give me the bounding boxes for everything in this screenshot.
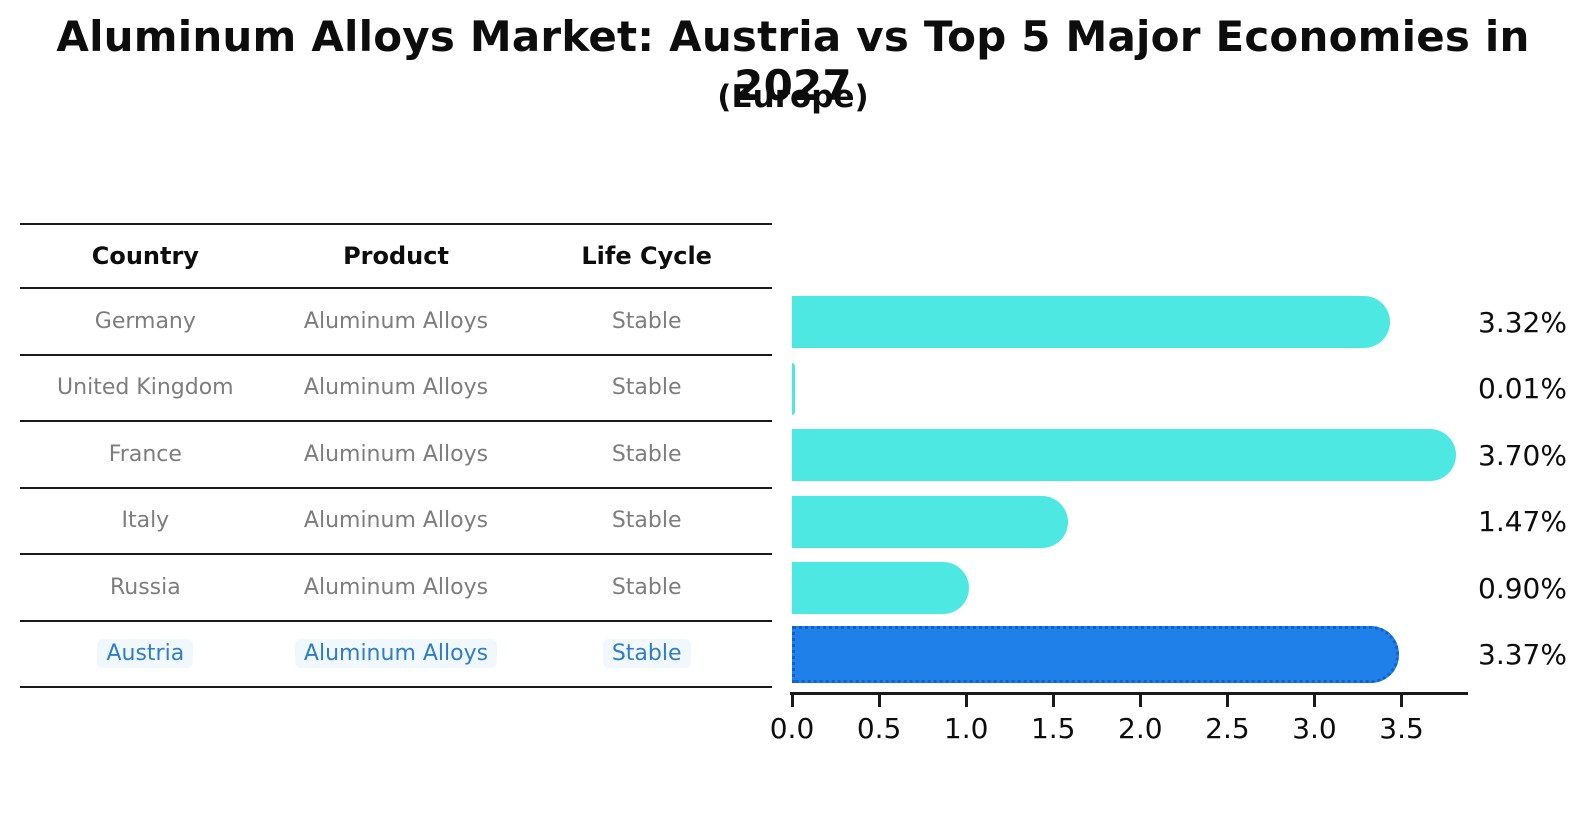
bar-track [792, 555, 1466, 622]
bar-united-kingdom [792, 362, 795, 415]
x-tick-label: 0.0 [769, 712, 815, 745]
bar-value-label-russia: 0.90% [1478, 571, 1567, 605]
cell-country: United Kingdom [57, 375, 234, 401]
bar-track [792, 356, 1466, 423]
table-row-italy: Italy Aluminum Alloys Stable [20, 489, 772, 555]
x-tick-mark [1400, 695, 1404, 707]
bar-track [792, 622, 1466, 689]
x-tick-label: 2.5 [1205, 712, 1250, 745]
bar-value-label-france: 3.70% [1478, 438, 1567, 472]
cell-product: Aluminum Alloys [303, 574, 489, 600]
table-row-austria-highlighted: Austria Aluminum Alloys Stable [20, 622, 772, 688]
cell-product: Aluminum Alloys [271, 639, 522, 669]
x-axis: 0.0 0.5 1.0 1.5 2.0 2.5 3.0 3.5 [770, 692, 1468, 752]
table-row-russia: Russia Aluminum Alloys Stable [20, 555, 772, 622]
cell-country: France [108, 441, 182, 467]
cell-lifecycle: Stable [521, 639, 772, 669]
bar-track [792, 422, 1466, 489]
x-tick-label: 3.5 [1379, 712, 1424, 745]
bar-value-label-germany: 3.32% [1478, 305, 1567, 339]
value-labels: 3.32% 0.01% 3.70% 1.47% 0.90% 3.37% [1478, 289, 1567, 688]
cell-product: Aluminum Alloys [303, 375, 489, 401]
page-subtitle: (Europe) [717, 79, 869, 115]
cell-product: Aluminum Alloys [303, 308, 489, 334]
cell-country: Germany [94, 308, 196, 334]
bar-track [792, 489, 1466, 556]
x-tick-label: 1.0 [943, 712, 989, 745]
x-tick-label: 3.0 [1292, 712, 1337, 745]
cell-lifecycle: Stable [611, 308, 682, 334]
cell-country: Italy [121, 508, 170, 534]
x-tick-label: 1.5 [1030, 712, 1076, 745]
x-tick-mark [1225, 695, 1229, 707]
col-header-product: Product [343, 242, 449, 270]
cell-lifecycle: Stable [611, 441, 682, 467]
x-tick-mark [964, 695, 968, 707]
col-header-country: Country [91, 242, 199, 270]
bar-france [792, 429, 1457, 482]
table-row-united-kingdom: United Kingdom Aluminum Alloys Stable [20, 356, 772, 422]
cell-product: Aluminum Alloys [303, 441, 489, 467]
x-tick-mark [790, 695, 794, 707]
cell-lifecycle: Stable [611, 375, 682, 401]
x-tick-mark [1051, 695, 1055, 707]
page-title: Aluminum Alloys Market: Austria vs Top 5… [56, 12, 1530, 110]
x-tick-mark [1312, 695, 1316, 707]
x-tick-mark [877, 695, 881, 707]
table-row-france: France Aluminum Alloys Stable [20, 422, 772, 489]
table-header-row: Country Product Life Cycle [20, 225, 772, 289]
bar-russia [792, 562, 969, 615]
country-table: Country Product Life Cycle Germany Alumi… [20, 223, 772, 688]
bar-track [792, 289, 1466, 356]
bar-austria-highlighted [792, 626, 1399, 684]
col-header-lifecycle: Life Cycle [581, 242, 712, 270]
bar-plot-area [792, 289, 1466, 688]
x-tick-mark [1138, 695, 1142, 707]
x-tick-label: 0.5 [856, 712, 902, 745]
bar-value-label-italy: 1.47% [1478, 505, 1567, 539]
bar-italy [792, 495, 1068, 548]
bar-value-label-austria: 3.37% [1478, 638, 1567, 672]
bar-germany [792, 296, 1391, 349]
cell-country: Russia [109, 574, 181, 600]
cell-lifecycle: Stable [611, 508, 682, 534]
x-tick-label: 2.0 [1118, 712, 1163, 745]
table-row-germany: Germany Aluminum Alloys Stable [20, 289, 772, 356]
cell-product: Aluminum Alloys [303, 508, 489, 534]
cell-country: Austria [20, 639, 271, 669]
bar-value-label-united-kingdom: 0.01% [1478, 372, 1567, 406]
cell-lifecycle: Stable [611, 574, 682, 600]
